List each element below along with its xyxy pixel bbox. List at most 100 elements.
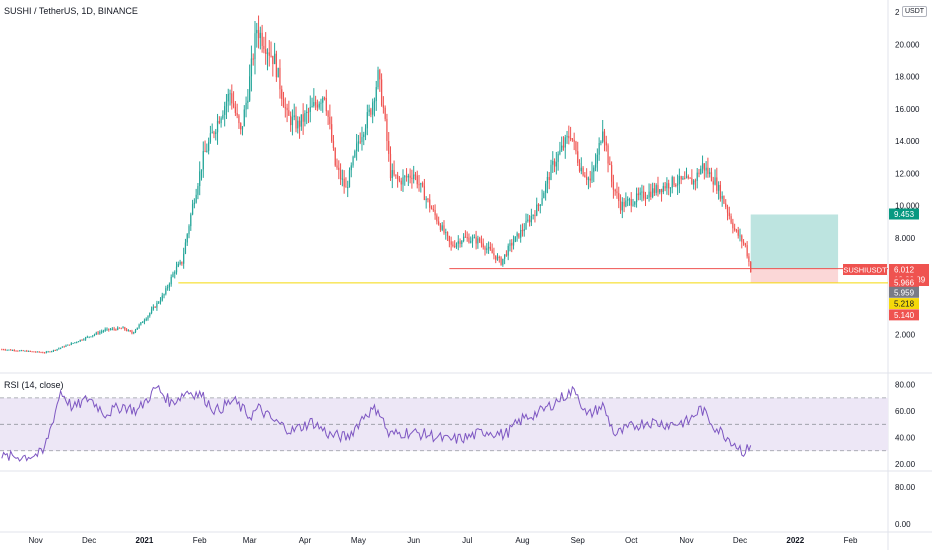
candle-body [259,32,261,39]
candle-body [323,97,326,99]
candle-body [359,141,361,143]
candle-body [27,350,30,352]
candle-body [694,180,697,182]
candle-body [543,192,545,199]
position-zone-layer[interactable] [750,214,839,283]
candle-body [450,241,452,245]
candle-body [489,246,491,250]
candle-body [327,111,329,117]
candle-body [43,352,46,354]
candle-body [195,194,197,203]
candle-body [373,100,376,103]
time-tick-label: Oct [625,536,638,545]
candle-body [375,87,377,101]
horizontal-lines-layer[interactable] [178,268,888,284]
candle-body [316,104,319,108]
stop-zone[interactable] [750,268,839,283]
price-label-value: 5.140 [894,311,915,320]
candle-body [150,309,153,314]
candle-body [721,196,723,199]
time-tick-label: Apr [299,536,312,545]
candle-body [247,100,249,103]
candle-body [648,191,650,198]
time-tick-label: Dec [733,536,747,545]
candle-body [470,241,472,243]
candle-body [568,135,570,139]
candle-body [273,53,276,65]
target-zone[interactable] [750,214,839,269]
currency-badge[interactable]: USDT [902,6,928,17]
axes-layer: 2.0004.0006.0008.00010.00012.00014.00016… [29,8,920,545]
candle-body [154,306,156,308]
candle-body [186,234,188,243]
candle-body [309,107,311,112]
candle-body [10,349,12,351]
candle-body [74,342,76,344]
candle-body [445,232,447,234]
candle-body [42,352,44,354]
candle-body [22,350,24,352]
candle-body [414,174,417,176]
candle-body [222,114,224,119]
rsi-tick-label: 80.00 [895,381,916,390]
candle-body [93,334,96,336]
candle-body [498,256,500,258]
candle-body [215,132,217,134]
candle-body [382,105,384,108]
candle-body [152,306,154,310]
time-tick-label: Jul [462,536,472,545]
candle-body [257,29,260,39]
candle-body [684,177,686,179]
candle-body [1,349,3,351]
candle-body [468,237,470,243]
candle-body [486,248,488,250]
candle-body [202,151,204,170]
candle-body [744,243,746,246]
candle-body [475,237,477,244]
rsi-title[interactable]: RSI (14, close) [4,380,64,390]
candle-body [707,167,709,174]
candle-body [564,137,566,148]
candle-body [452,244,454,246]
price-tick-label: 10.000 [895,202,920,211]
candle-body [117,327,119,330]
candle-body [302,114,304,122]
candle-body [124,327,126,330]
candle-body [653,188,656,193]
candle-body [33,351,35,353]
candle-body [343,178,345,187]
price-tick-label: 8.000 [895,234,916,243]
candle-body [265,49,267,54]
candle-body [471,237,474,242]
candle-body [473,237,475,239]
candle-body [284,107,286,109]
time-tick-label: 2022 [786,536,804,545]
candle-body [664,186,666,189]
candle-body [67,344,69,346]
candle-body [530,215,532,223]
candle-body [689,177,691,179]
candle-body [512,241,515,246]
price-label-value: 5.959 [894,288,915,297]
candle-body [635,193,638,203]
candle-body [536,204,538,216]
candle-body [225,101,228,107]
candle-body [521,229,524,232]
symbol-label-box [843,264,887,276]
candle-body [504,254,506,259]
candle-body [275,53,278,78]
candle-body [277,67,279,78]
candle-body [20,350,23,352]
candle-body [612,181,615,190]
candle-body [81,339,83,341]
candle-body [416,175,418,185]
candle-body [589,178,591,181]
candle-body [331,124,333,142]
candle-body [125,329,128,331]
candle-body [525,220,527,230]
candle-body [263,45,265,50]
candle-body [726,206,729,213]
candle-body [270,55,272,57]
candle-body [541,198,543,205]
